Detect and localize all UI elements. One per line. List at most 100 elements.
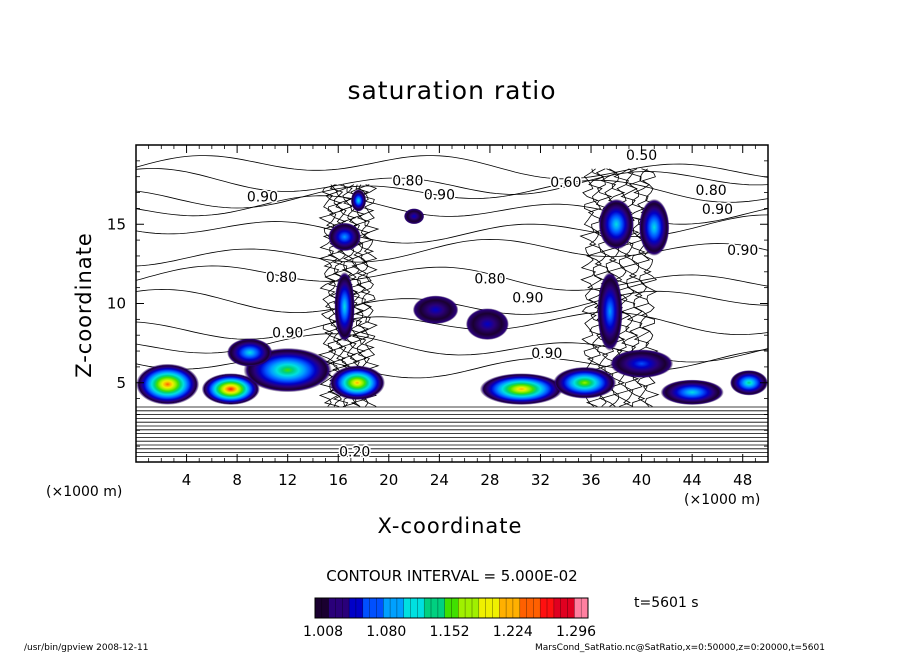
- colorbar-cell: [376, 598, 384, 618]
- supersaturation-patch: [639, 198, 670, 256]
- supersaturation-patch: [136, 363, 200, 405]
- colorbar-cell: [383, 598, 391, 618]
- x-tick-label: 40: [632, 471, 651, 489]
- colorbar-cell: [349, 598, 357, 618]
- supersaturation-patch: [730, 370, 768, 396]
- supersaturation-patch: [329, 365, 386, 401]
- colorbar-cell: [519, 598, 527, 618]
- colorbar-cell: [417, 598, 425, 618]
- colorbar-tick-label: 1.224: [493, 624, 533, 640]
- plot-area: 0.500.900.800.900.60 0.800.900.900.80 0.80…: [136, 147, 768, 462]
- colorbar-cell: [355, 598, 364, 618]
- colorbar-tick-label: 1.152: [429, 624, 469, 640]
- colorbar-cell: [458, 598, 466, 618]
- colorbar-cell: [465, 598, 473, 618]
- colorbar-cell: [581, 598, 589, 618]
- footer-program-date: /usr/bin/gpview 2008-12-11: [24, 643, 149, 653]
- colorbar-cell: [431, 598, 439, 618]
- colorbar-cell: [321, 598, 329, 618]
- x-tick-label: 28: [480, 471, 499, 489]
- colorbar-cell: [560, 598, 568, 618]
- contour-line: [136, 238, 768, 267]
- contour-label: 0.80: [392, 174, 423, 190]
- colorbar-cell: [444, 598, 452, 618]
- x-axis-label: X-coordinate: [0, 514, 904, 538]
- colorbar-cell: [547, 598, 555, 618]
- colorbar-cell: [533, 598, 541, 618]
- footer-data-source: MarsCond_SatRatio.nc@SatRatio,x=0:50000,…: [535, 643, 825, 653]
- supersaturation-patch: [350, 189, 367, 212]
- y-tick-label: 15: [107, 215, 126, 233]
- colorbar-cell: [567, 598, 575, 618]
- supersaturation-patch: [660, 379, 724, 405]
- x-tick-label: 16: [329, 471, 348, 489]
- colorbar-cell: [396, 598, 405, 618]
- x-tick-label: 8: [232, 471, 242, 489]
- supersaturation-patch: [201, 373, 260, 405]
- colorbar-cell: [390, 598, 398, 618]
- contour-line: [136, 179, 768, 209]
- x-tick-label: 32: [531, 471, 550, 489]
- contour-line: [327, 184, 348, 407]
- x-tick-label: 44: [683, 471, 702, 489]
- supersaturation-patch: [404, 208, 425, 225]
- contour-label: 0.60: [550, 175, 581, 191]
- colorbar-cell: [451, 598, 459, 618]
- colorbar-cell: [485, 598, 493, 618]
- supersaturation-patch: [598, 198, 634, 250]
- x-tick-label: 36: [581, 471, 600, 489]
- y-axis-label: Z-coordinate: [72, 232, 96, 378]
- supersaturation-patch: [553, 366, 617, 399]
- chart-title: saturation ratio: [347, 76, 557, 105]
- contour-line: [322, 184, 343, 407]
- contour-line: [136, 168, 768, 195]
- contour-label: 0.90: [531, 346, 562, 362]
- x-axis-label-text: X-coordinate: [377, 514, 523, 538]
- supersaturation-patch: [412, 295, 459, 325]
- colorbar-cell: [553, 598, 562, 618]
- colorbar-cell: [328, 598, 336, 618]
- contour-label: 0.20: [339, 445, 370, 461]
- colorbar-cell: [478, 598, 486, 618]
- contour-label: 0.50: [626, 148, 657, 164]
- colorbar-tick-label: 1.296: [556, 624, 596, 640]
- colorbar-cell: [472, 598, 480, 618]
- contour-line: [136, 311, 768, 340]
- x-unit-right: (×1000 m): [684, 492, 761, 508]
- supersaturation-patch: [334, 271, 355, 342]
- x-tick-label: 4: [182, 471, 192, 489]
- colorbar-cell: [437, 598, 446, 618]
- x-tick-label: 24: [430, 471, 449, 489]
- colorbar-cell: [315, 598, 323, 618]
- time-label: t=5601 s: [634, 595, 699, 611]
- colorbar-tick-label: 1.008: [303, 624, 343, 640]
- colorbar-cell: [574, 598, 582, 618]
- y-tick-label: 5: [116, 374, 126, 392]
- colorbar-cell: [526, 598, 534, 618]
- contour-label: 0.80: [474, 272, 505, 288]
- colorbar-cell: [362, 598, 370, 618]
- colorbar-cell: [342, 598, 350, 618]
- contour-line: [136, 214, 768, 244]
- x-tick-label: 48: [733, 471, 752, 489]
- colorbar-tick-label: 1.080: [366, 624, 406, 640]
- contour-label: 0.90: [272, 326, 303, 342]
- contour-label: 0.90: [247, 189, 278, 205]
- supersaturation-patch: [610, 349, 674, 379]
- contour-label: 0.90: [702, 202, 733, 218]
- colorbar-frame: [314, 597, 589, 619]
- contour-label: 0.90: [424, 188, 455, 204]
- contour-interval-label: CONTOUR INTERVAL = 5.000E-02: [326, 567, 578, 585]
- colorbar-cell: [506, 598, 514, 618]
- colorbar: 1.008 1.080 1.152 1.224 1.296: [303, 597, 596, 640]
- colorbar-cell: [410, 598, 418, 618]
- contour-label: 0.90: [512, 291, 543, 307]
- colorbar-cell: [403, 598, 411, 618]
- x-tick-label: 20: [379, 471, 398, 489]
- colorbar-cell: [499, 598, 507, 618]
- supersaturation-patch: [328, 222, 361, 252]
- colorbar-cell: [492, 598, 500, 618]
- y-tick-label: 10: [107, 295, 126, 313]
